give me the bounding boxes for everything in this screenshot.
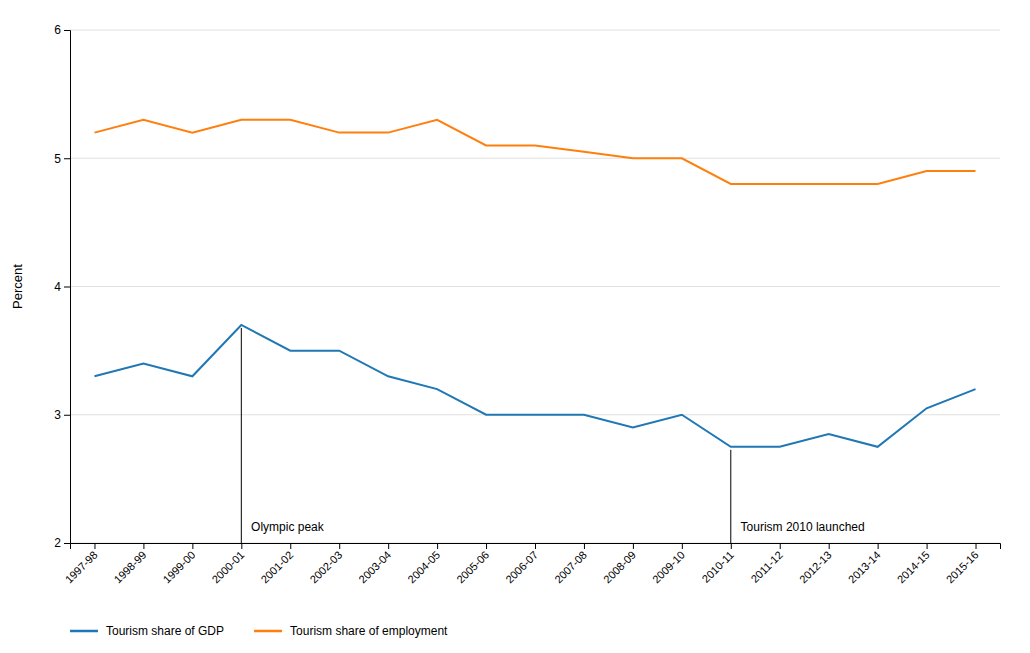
- x-tick-label: 2012-13: [797, 549, 834, 586]
- series-line: [94, 325, 975, 447]
- x-tick: 2002-03: [307, 543, 344, 586]
- legend: Tourism share of GDP Tourism share of emp…: [70, 624, 448, 638]
- y-axis-line: [64, 31, 71, 544]
- y-tick-mark: [64, 158, 70, 159]
- x-tick: 2001-02: [258, 543, 295, 586]
- y-tick-label: 2: [54, 536, 61, 550]
- grid: [70, 30, 1000, 543]
- x-tick-mark: [388, 543, 389, 549]
- y-tick-label: 6: [54, 23, 61, 37]
- x-tick: 2004-05: [405, 543, 442, 586]
- y-axis: 2 3 4 5 6: [54, 23, 70, 550]
- legend-swatch: [254, 630, 282, 633]
- x-tick-mark: [486, 543, 487, 549]
- annotation-line: [730, 450, 731, 543]
- x-tick-label: 2002-03: [307, 549, 344, 586]
- x-tick-label: 2009-10: [650, 549, 687, 586]
- x-tick-label: 2006-07: [503, 549, 540, 586]
- x-tick-label: 2010-11: [699, 549, 735, 585]
- x-tick: 2015-16: [944, 543, 981, 586]
- x-tick-label: 1999-00: [161, 549, 198, 586]
- x-tick-mark: [192, 543, 193, 549]
- y-tick-label: 3: [54, 408, 61, 422]
- x-axis-line: [71, 544, 1001, 550]
- x-tick: 2000-01: [209, 543, 246, 586]
- annotation-text: Olympic peak: [251, 520, 325, 534]
- y-tick-mark: [64, 30, 70, 31]
- x-tick-mark: [927, 543, 928, 549]
- x-tick-label: 2015-16: [944, 549, 981, 586]
- x-tick-label: 2011-12: [748, 549, 784, 585]
- x-tick: 2008-09: [601, 543, 638, 586]
- x-tick-mark: [878, 543, 879, 549]
- legend-item: Tourism share of GDP: [70, 624, 224, 638]
- x-tick-mark: [731, 543, 732, 549]
- x-tick-label: 1998-99: [112, 549, 149, 586]
- x-tick-label: 1997-98: [63, 549, 100, 586]
- annotation-text: Tourism 2010 launched: [741, 520, 865, 534]
- x-tick: 2014-15: [895, 543, 932, 586]
- x-tick-label: 2013-14: [846, 549, 883, 586]
- x-tick-label: 2005-06: [454, 549, 491, 586]
- x-tick-mark: [976, 543, 977, 549]
- x-tick-mark: [535, 543, 536, 549]
- x-tick: 2012-13: [797, 543, 834, 586]
- y-tick-mark: [64, 415, 70, 416]
- x-tick-label: 2014-15: [895, 549, 932, 586]
- x-tick: 2005-06: [454, 543, 491, 586]
- chart-svg: 2 3 4 5 6 1997-98 1998-99 1999-00 2000-01 2001-02…: [0, 0, 1030, 653]
- x-tick-label: 2008-09: [601, 549, 638, 586]
- annotations: Olympic peak Tourism 2010 launched: [241, 328, 864, 543]
- x-tick-mark: [290, 543, 291, 549]
- y-tick: 6: [54, 23, 70, 37]
- y-tick-label: 4: [54, 280, 61, 294]
- x-tick: 1999-00: [161, 543, 198, 586]
- x-tick-mark: [437, 543, 438, 549]
- x-tick: 1997-98: [63, 543, 100, 586]
- x-tick-mark: [829, 543, 830, 549]
- x-tick: 1998-99: [112, 543, 149, 586]
- legend-item: Tourism share of employment: [254, 624, 448, 638]
- lines: [94, 120, 975, 447]
- x-tick-label: 2004-05: [405, 549, 442, 586]
- x-tick-label: 2000-01: [209, 549, 246, 586]
- x-tick: 2007-08: [552, 543, 589, 586]
- x-tick-mark: [143, 543, 144, 549]
- x-tick-label: 2001-02: [258, 549, 295, 586]
- y-tick: 5: [54, 152, 70, 166]
- y-axis-title: Percent: [10, 264, 25, 309]
- annotation-line: [241, 328, 242, 543]
- y-tick: 4: [54, 280, 70, 294]
- x-tick: 2003-04: [356, 543, 393, 586]
- x-tick-mark: [94, 543, 95, 549]
- x-tick-label: 2007-08: [552, 549, 589, 586]
- grid-line: [70, 286, 1000, 287]
- legend-swatch: [70, 630, 98, 633]
- x-tick-mark: [339, 543, 340, 549]
- x-tick: 2011-12: [748, 543, 784, 585]
- y-tick: 2: [54, 536, 70, 550]
- y-tick-label: 5: [54, 152, 61, 166]
- y-tick-mark: [64, 543, 70, 544]
- x-tick-mark: [241, 543, 242, 549]
- x-tick-mark: [633, 543, 634, 549]
- grid-line: [70, 158, 1000, 159]
- x-tick-mark: [780, 543, 781, 549]
- x-axis: 1997-98 1998-99 1999-00 2000-01 2001-02 2002-…: [63, 543, 1001, 586]
- x-tick: 2009-10: [650, 543, 687, 586]
- y-tick-mark: [64, 287, 70, 288]
- x-tick: 2010-11: [699, 543, 735, 585]
- chart-container: 2 3 4 5 6 1997-98 1998-99 1999-00 2000-01 2001-02…: [0, 0, 1030, 653]
- x-tick-mark: [584, 543, 585, 549]
- legend-label: Tourism share of GDP: [106, 624, 224, 638]
- series-line: [94, 120, 975, 184]
- x-tick: 2013-14: [846, 543, 883, 586]
- legend-label: Tourism share of employment: [290, 624, 448, 638]
- x-tick: 2006-07: [503, 543, 540, 586]
- x-tick-mark: [682, 543, 683, 549]
- grid-line: [70, 30, 1000, 31]
- x-tick-label: 2003-04: [356, 549, 393, 586]
- y-tick: 3: [54, 408, 70, 422]
